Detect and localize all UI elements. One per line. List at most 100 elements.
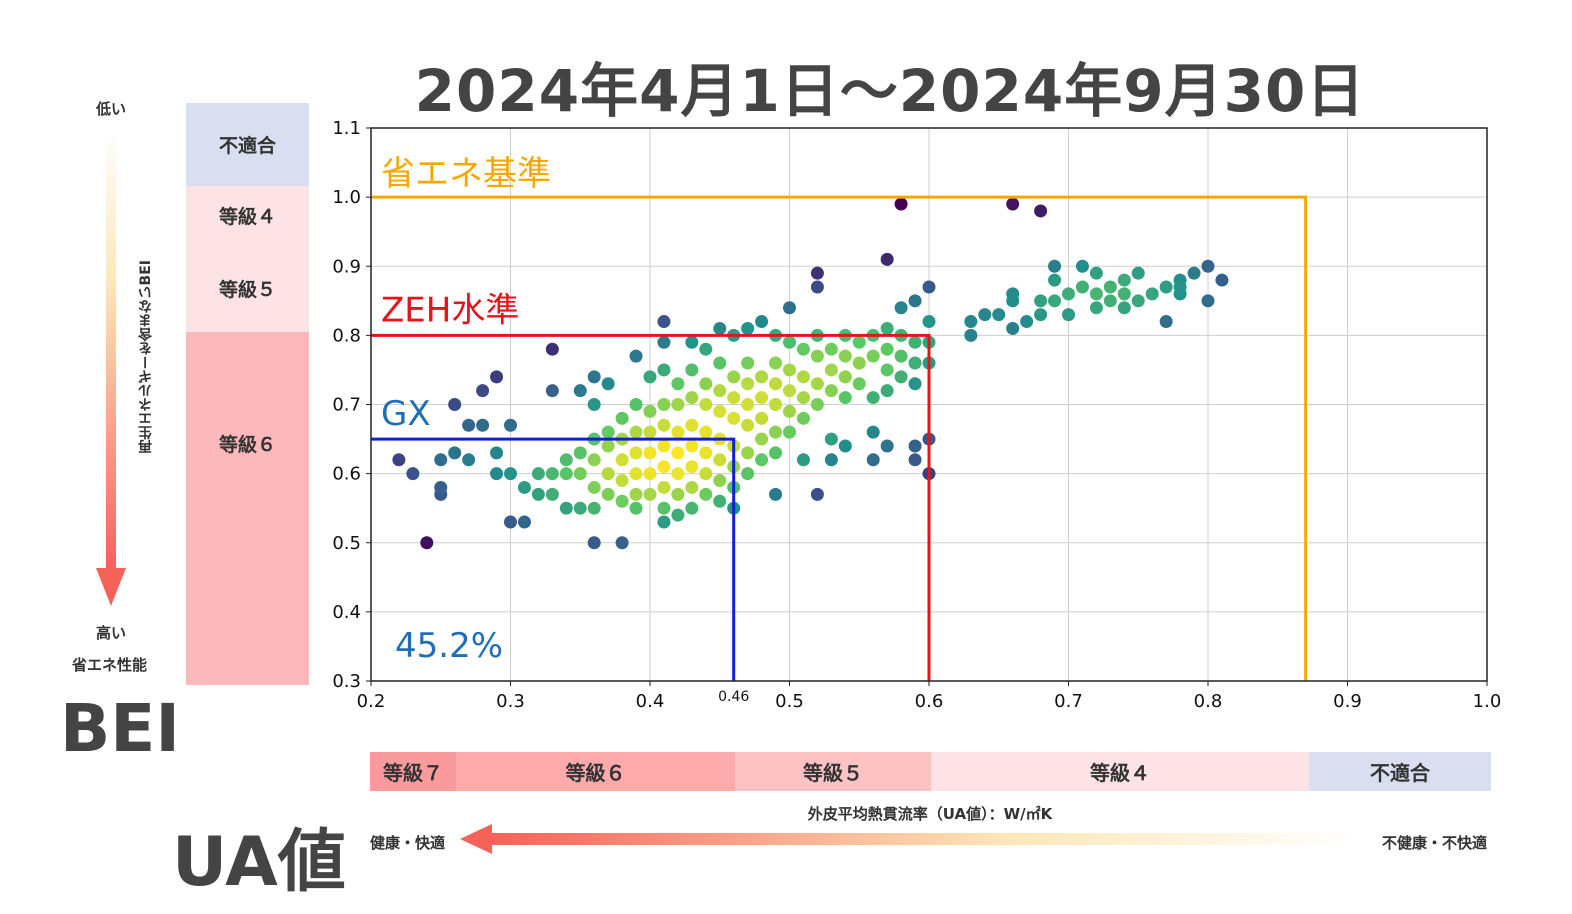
- data-point: [852, 377, 866, 391]
- data-point: [1006, 321, 1020, 335]
- y-tick-label: 0.9: [332, 256, 361, 277]
- data-point: [671, 377, 685, 391]
- data-point: [908, 335, 922, 349]
- data-point: [727, 411, 741, 425]
- data-point: [810, 377, 824, 391]
- data-point: [671, 425, 685, 439]
- y-tick-label: 0.8: [332, 325, 361, 346]
- data-point: [657, 363, 671, 377]
- data-point: [504, 467, 517, 481]
- data-point: [880, 439, 894, 453]
- x-tick-label: 0.5: [775, 691, 804, 712]
- data-point: [1145, 287, 1159, 301]
- data-point: [1089, 266, 1103, 280]
- data-point: [490, 370, 504, 384]
- data-point: [880, 252, 894, 266]
- data-point: [1201, 259, 1215, 273]
- data-point: [629, 425, 643, 439]
- data-point: [434, 453, 448, 467]
- ua-healthy-label: 健康・快適: [370, 834, 446, 852]
- data-point: [587, 480, 601, 494]
- data-point: [783, 335, 796, 349]
- data-point: [1131, 294, 1145, 308]
- data-point: [796, 411, 810, 425]
- data-point: [699, 467, 713, 481]
- x-extra-tick-label: 0.46: [718, 689, 749, 705]
- data-point: [838, 391, 852, 405]
- data-point: [685, 439, 699, 453]
- data-point: [587, 536, 601, 550]
- data-point: [1187, 266, 1201, 280]
- data-point: [406, 467, 420, 481]
- data-point: [671, 446, 685, 460]
- y-tick-label: 1.0: [332, 187, 361, 208]
- data-point: [490, 467, 504, 481]
- data-point: [629, 349, 643, 363]
- data-point: [824, 384, 838, 398]
- data-point: [629, 446, 643, 460]
- data-point: [657, 439, 671, 453]
- data-point: [1034, 294, 1048, 308]
- ua-grade-7: 等級７: [370, 752, 456, 791]
- data-point: [783, 363, 796, 377]
- data-point: [545, 467, 559, 481]
- data-point: [448, 398, 462, 411]
- x-tick-label: 0.4: [636, 691, 665, 712]
- data-point: [964, 328, 978, 342]
- x-tick-label: 0.2: [357, 691, 386, 712]
- x-tick-label: 0.7: [1054, 691, 1083, 712]
- data-point: [741, 356, 755, 370]
- data-point: [1048, 259, 1062, 273]
- y-tick-label: 0.3: [332, 671, 361, 692]
- data-point: [755, 411, 769, 425]
- data-point: [573, 384, 587, 398]
- data-point: [1159, 280, 1173, 294]
- gx-level-label: GX: [381, 394, 431, 434]
- data-point: [657, 335, 671, 349]
- data-point: [810, 266, 824, 280]
- energy-standard-line: [371, 195, 1308, 681]
- data-point: [504, 515, 517, 529]
- data-point: [462, 453, 476, 467]
- data-point: [908, 439, 922, 453]
- data-point: [866, 391, 880, 405]
- data-point: [796, 391, 810, 405]
- data-point: [755, 315, 769, 329]
- data-point: [643, 446, 657, 460]
- data-point: [671, 508, 685, 522]
- data-point: [1215, 273, 1229, 287]
- data-point: [1048, 273, 1062, 287]
- data-point: [1034, 204, 1048, 218]
- data-point: [713, 494, 727, 508]
- data-point: [810, 349, 824, 363]
- energy-standard-label: 省エネ基準: [381, 154, 551, 194]
- data-point: [727, 391, 741, 405]
- data-point: [894, 197, 908, 211]
- data-point: [559, 453, 573, 467]
- data-point: [783, 404, 796, 418]
- bei-arrow-icon: [96, 128, 126, 606]
- x-tick-label: 1.0: [1473, 691, 1502, 712]
- data-point: [1103, 280, 1117, 294]
- data-point: [852, 335, 866, 349]
- data-point: [810, 398, 824, 411]
- data-point: [699, 487, 713, 501]
- data-point: [1062, 287, 1075, 301]
- data-point: [699, 446, 713, 460]
- bei-low-label: 低い: [96, 100, 127, 118]
- data-point: [615, 411, 629, 425]
- data-point: [587, 370, 601, 384]
- data-point: [643, 487, 657, 501]
- data-point: [824, 342, 838, 356]
- data-point: [1034, 308, 1048, 322]
- data-point: [699, 398, 713, 411]
- data-point: [545, 384, 559, 398]
- data-point: [1075, 259, 1089, 273]
- data-point: [643, 370, 657, 384]
- data-point: [769, 377, 783, 391]
- data-point: [629, 467, 643, 481]
- data-point: [545, 487, 559, 501]
- data-point: [517, 515, 531, 529]
- data-point: [824, 363, 838, 377]
- data-point: [601, 377, 615, 391]
